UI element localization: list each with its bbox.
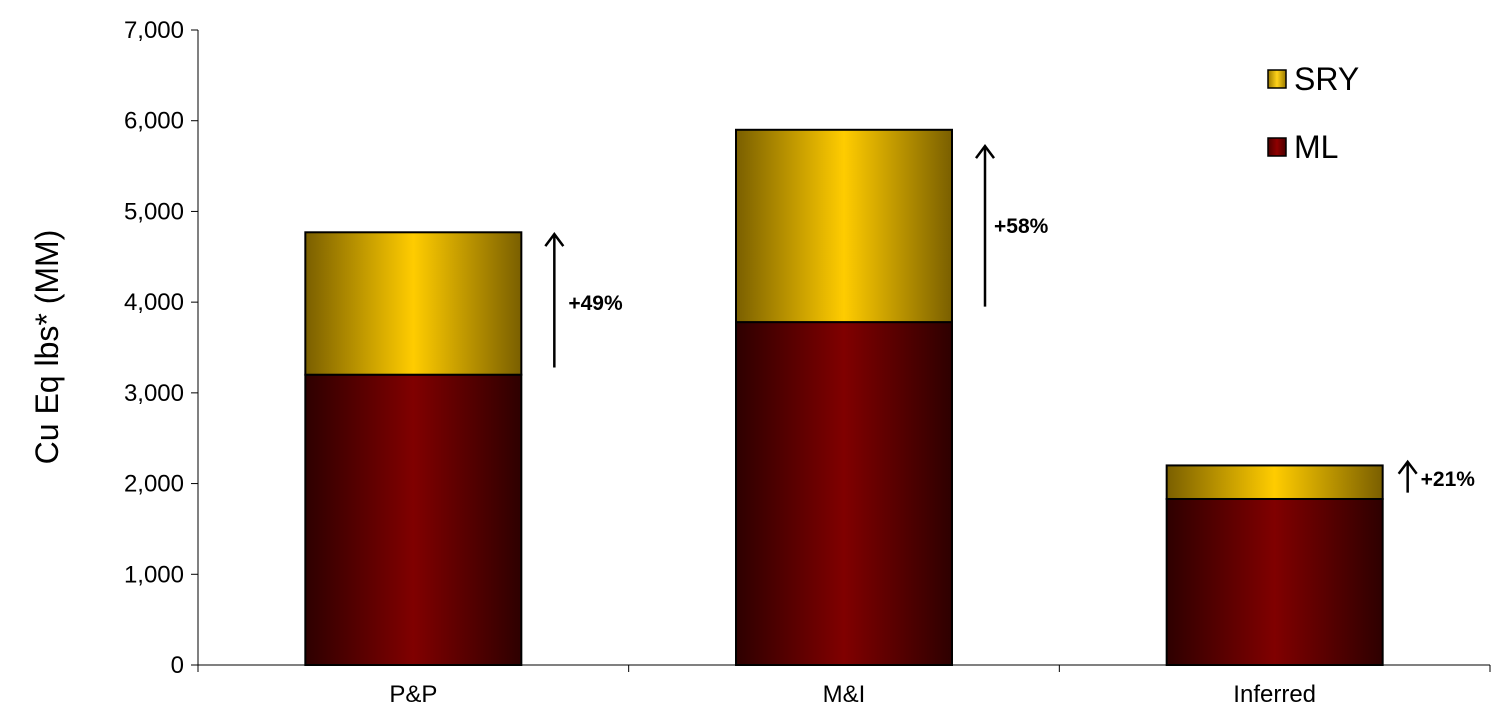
y-axis-ticks: 0 1,000 2,000 3,000 4,000 5,000 6,000 7,000 [124, 17, 198, 679]
x-axis-ticks: P&P M&I Inferred [197, 665, 1491, 708]
y-tick-label: 0 [171, 652, 184, 679]
growth-annotation: +58% [994, 215, 1049, 238]
y-tick-label: 3,000 [124, 380, 184, 407]
legend-swatch-ml [1267, 137, 1287, 157]
legend-swatch-sry [1267, 69, 1287, 89]
y-tick-label: 5,000 [124, 198, 184, 225]
y-tick-label: 4,000 [124, 289, 184, 316]
y-tick-label: 7,000 [124, 17, 184, 44]
legend: SRY ML [1267, 61, 1359, 165]
growth-annotation: +49% [568, 292, 623, 315]
bar-ml-3 [1165, 497, 1384, 666]
y-axis-label: Cu Eq lbs* (MM) [29, 230, 65, 465]
x-tick-label: Inferred [1233, 681, 1316, 708]
bar-sry-1 [304, 231, 523, 376]
growth-arrow-head [975, 144, 995, 159]
y-tick-label: 1,000 [124, 561, 184, 588]
growth-arrow-head [1397, 459, 1418, 475]
bar-sry-3 [1165, 464, 1384, 500]
legend-label-sry: SRY [1294, 61, 1359, 97]
bar-ml-2 [735, 321, 953, 666]
bar-sry-2 [735, 128, 953, 324]
legend-label-ml: ML [1294, 129, 1338, 165]
x-tick-label: P&P [389, 681, 437, 708]
bar-ml-1 [304, 373, 523, 666]
growth-arrow-head [544, 232, 565, 247]
x-tick-label: M&I [823, 681, 866, 708]
annotations: +49% +58% +21% [544, 144, 1476, 493]
y-tick-label: 2,000 [124, 471, 184, 498]
y-tick-label: 6,000 [124, 108, 184, 135]
bars [304, 128, 1384, 666]
growth-annotation: +21% [1421, 468, 1476, 491]
